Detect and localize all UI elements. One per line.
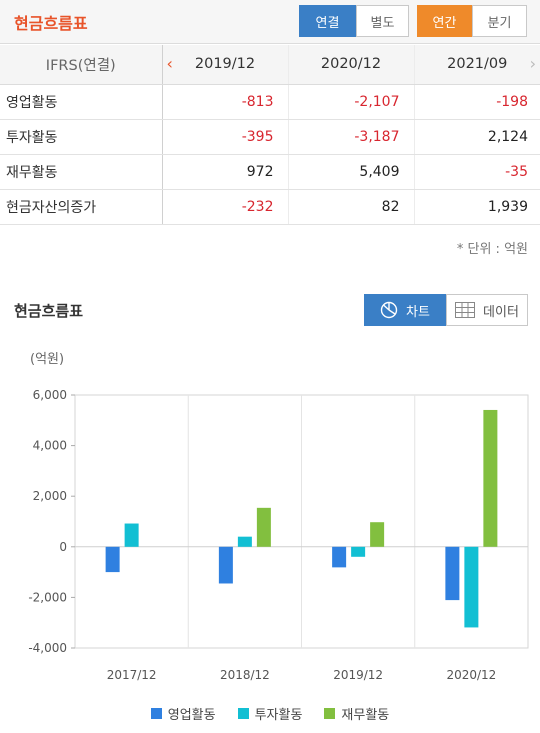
period-header: ‹ 2019/12 — [162, 45, 288, 85]
period-header: 2021/09 › — [413, 45, 540, 85]
bar — [256, 507, 271, 547]
bar — [445, 546, 460, 601]
bar — [332, 546, 347, 568]
y-tick-label: -4,000 — [28, 641, 67, 655]
bar — [218, 546, 233, 584]
table-cell: 2,124 — [413, 119, 540, 155]
table-cell: 1,939 — [413, 189, 540, 225]
pie-chart-icon — [380, 301, 398, 319]
table-row: 재무활동 972 5,409 -35 — [0, 154, 540, 190]
legend-item[interactable]: 투자활동 — [237, 704, 302, 723]
legend-swatch — [237, 708, 249, 719]
row-label: 영업활동 — [0, 84, 163, 120]
chevron-right-icon[interactable]: › — [529, 54, 536, 73]
row-label: 현금자산의증가 — [0, 189, 163, 225]
y-tick-label: 4,000 — [33, 439, 67, 453]
table-cell: -35 — [413, 154, 540, 190]
table-cell: 972 — [162, 154, 288, 190]
ifrs-label: IFRS(연결) — [0, 45, 163, 85]
row-label: 재무활동 — [0, 154, 163, 190]
x-tick-label: 2017/12 — [107, 668, 157, 682]
consolidated-button[interactable]: 연결 — [299, 5, 356, 37]
y-tick-label: 0 — [59, 540, 67, 554]
bar — [124, 523, 139, 547]
x-tick-label: 2020/12 — [446, 668, 496, 682]
row-label: 투자활동 — [0, 119, 163, 155]
legend-swatch — [150, 708, 162, 719]
x-tick-label: 2019/12 — [333, 668, 383, 682]
period-header: 2020/12 — [287, 45, 414, 85]
table-cell: 82 — [287, 189, 414, 225]
table-cell: -2,107 — [287, 84, 414, 120]
cashflow-bar-chart: 6,000 4,000 2,000 0 -2,000 -4,000 2017/12 2018/… — [28, 388, 529, 682]
legend-item[interactable]: 영업활동 — [150, 704, 216, 723]
page-title: 현금흐름표 — [14, 14, 88, 33]
table-cell: -3,187 — [287, 119, 414, 155]
bar — [237, 536, 252, 547]
table-cell: -198 — [413, 84, 540, 120]
bar — [105, 546, 120, 573]
legend-swatch — [324, 708, 336, 719]
table-header-row: IFRS(연결) ‹ 2019/12 2020/12 2021/09 › — [0, 45, 540, 85]
table-cell: -813 — [162, 84, 288, 120]
table-grid-icon — [455, 302, 476, 318]
y-tick-label: -2,000 — [28, 590, 67, 604]
table-cell: -232 — [162, 189, 288, 225]
table-row: 현금자산의증가 -232 82 1,939 — [0, 189, 540, 225]
chart-unit-label: (억원) — [30, 352, 65, 367]
table-row: 투자활동 -395 -3,187 2,124 — [0, 119, 540, 155]
table-row: 영업활동 -813 -2,107 -198 — [0, 84, 540, 120]
y-tick-label: 6,000 — [33, 388, 67, 402]
bar — [464, 546, 479, 628]
bar — [370, 522, 385, 547]
top-header: 현금흐름표 연결 별도 연간 분기 — [0, 0, 540, 44]
chevron-left-icon[interactable]: ‹ — [166, 54, 173, 73]
separate-button[interactable]: 별도 — [356, 5, 409, 37]
unit-note: * 단위 : 억원 — [456, 242, 528, 257]
data-toggle-button[interactable]: 데이터 — [446, 294, 528, 326]
quarterly-button[interactable]: 분기 — [472, 5, 527, 37]
table-cell: 5,409 — [287, 154, 414, 190]
bar — [351, 546, 366, 557]
y-tick-label: 2,000 — [33, 489, 67, 503]
bar — [483, 409, 498, 547]
cashflow-table: IFRS(연결) ‹ 2019/12 2020/12 2021/09 › 영업활… — [0, 45, 540, 225]
chart-legend: 영업활동 투자활동 재무활동 — [0, 704, 540, 723]
chart-toggle-button[interactable]: 차트 — [364, 294, 446, 326]
chart-section-title: 현금흐름표 — [14, 302, 84, 320]
annual-button[interactable]: 연간 — [417, 5, 472, 37]
x-tick-label: 2018/12 — [220, 668, 270, 682]
legend-item[interactable]: 재무활동 — [324, 704, 389, 723]
table-cell: -395 — [162, 119, 288, 155]
